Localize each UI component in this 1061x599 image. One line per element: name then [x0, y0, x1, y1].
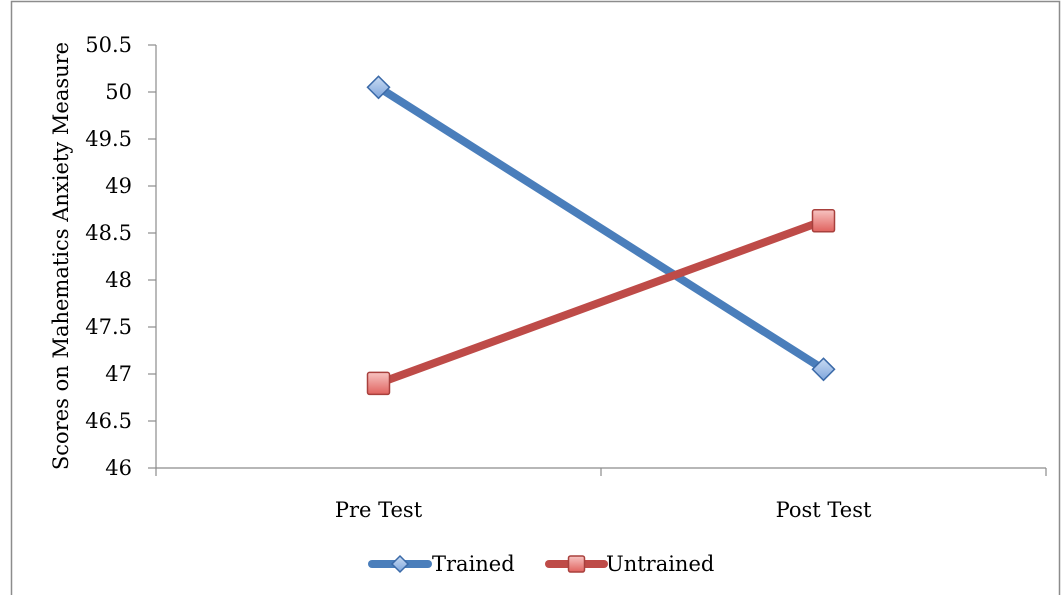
- y-tick-label: 49.5: [85, 127, 132, 151]
- legend-item: Trained: [368, 552, 515, 576]
- legend: Trained Untrained: [368, 552, 714, 576]
- y-tick-label: 47.5: [85, 315, 132, 339]
- y-tick-label: 50: [105, 80, 132, 104]
- x-tick-label: Post Test: [776, 498, 872, 522]
- series-trained: [366, 75, 836, 382]
- y-axis-ticks: 46 46.5 47 47.5 48 48.5 49 49.5 50 50.5: [85, 33, 156, 480]
- y-tick-label: 50.5: [85, 33, 132, 57]
- y-tick-label: 48.5: [85, 221, 132, 245]
- y-tick-label: 47: [105, 362, 132, 386]
- x-tick-label: Pre Test: [335, 498, 423, 522]
- legend-marker: [567, 555, 586, 573]
- chart-border: [10, 0, 1061, 599]
- series-line: [374, 216, 828, 388]
- data-point: [366, 75, 391, 100]
- legend-item: Untrained: [545, 552, 714, 576]
- y-axis-label: Scores on Mahematics Anxiety Measure: [49, 42, 73, 470]
- y-tick-label: 46: [105, 456, 132, 480]
- data-point: [366, 371, 391, 396]
- legend-label: Trained: [432, 552, 515, 576]
- legend-marker: [390, 554, 410, 574]
- y-tick-label: 49: [105, 174, 132, 198]
- y-tick-label: 48: [105, 268, 132, 292]
- series-untrained: [366, 209, 836, 396]
- data-point: [811, 209, 836, 233]
- series-line: [374, 83, 828, 374]
- y-tick-label: 46.5: [85, 409, 132, 433]
- legend-label: Untrained: [606, 552, 714, 576]
- x-axis-ticks: Pre Test Post Test: [155, 468, 1047, 522]
- data-point: [811, 357, 836, 382]
- series-layer: [366, 75, 836, 396]
